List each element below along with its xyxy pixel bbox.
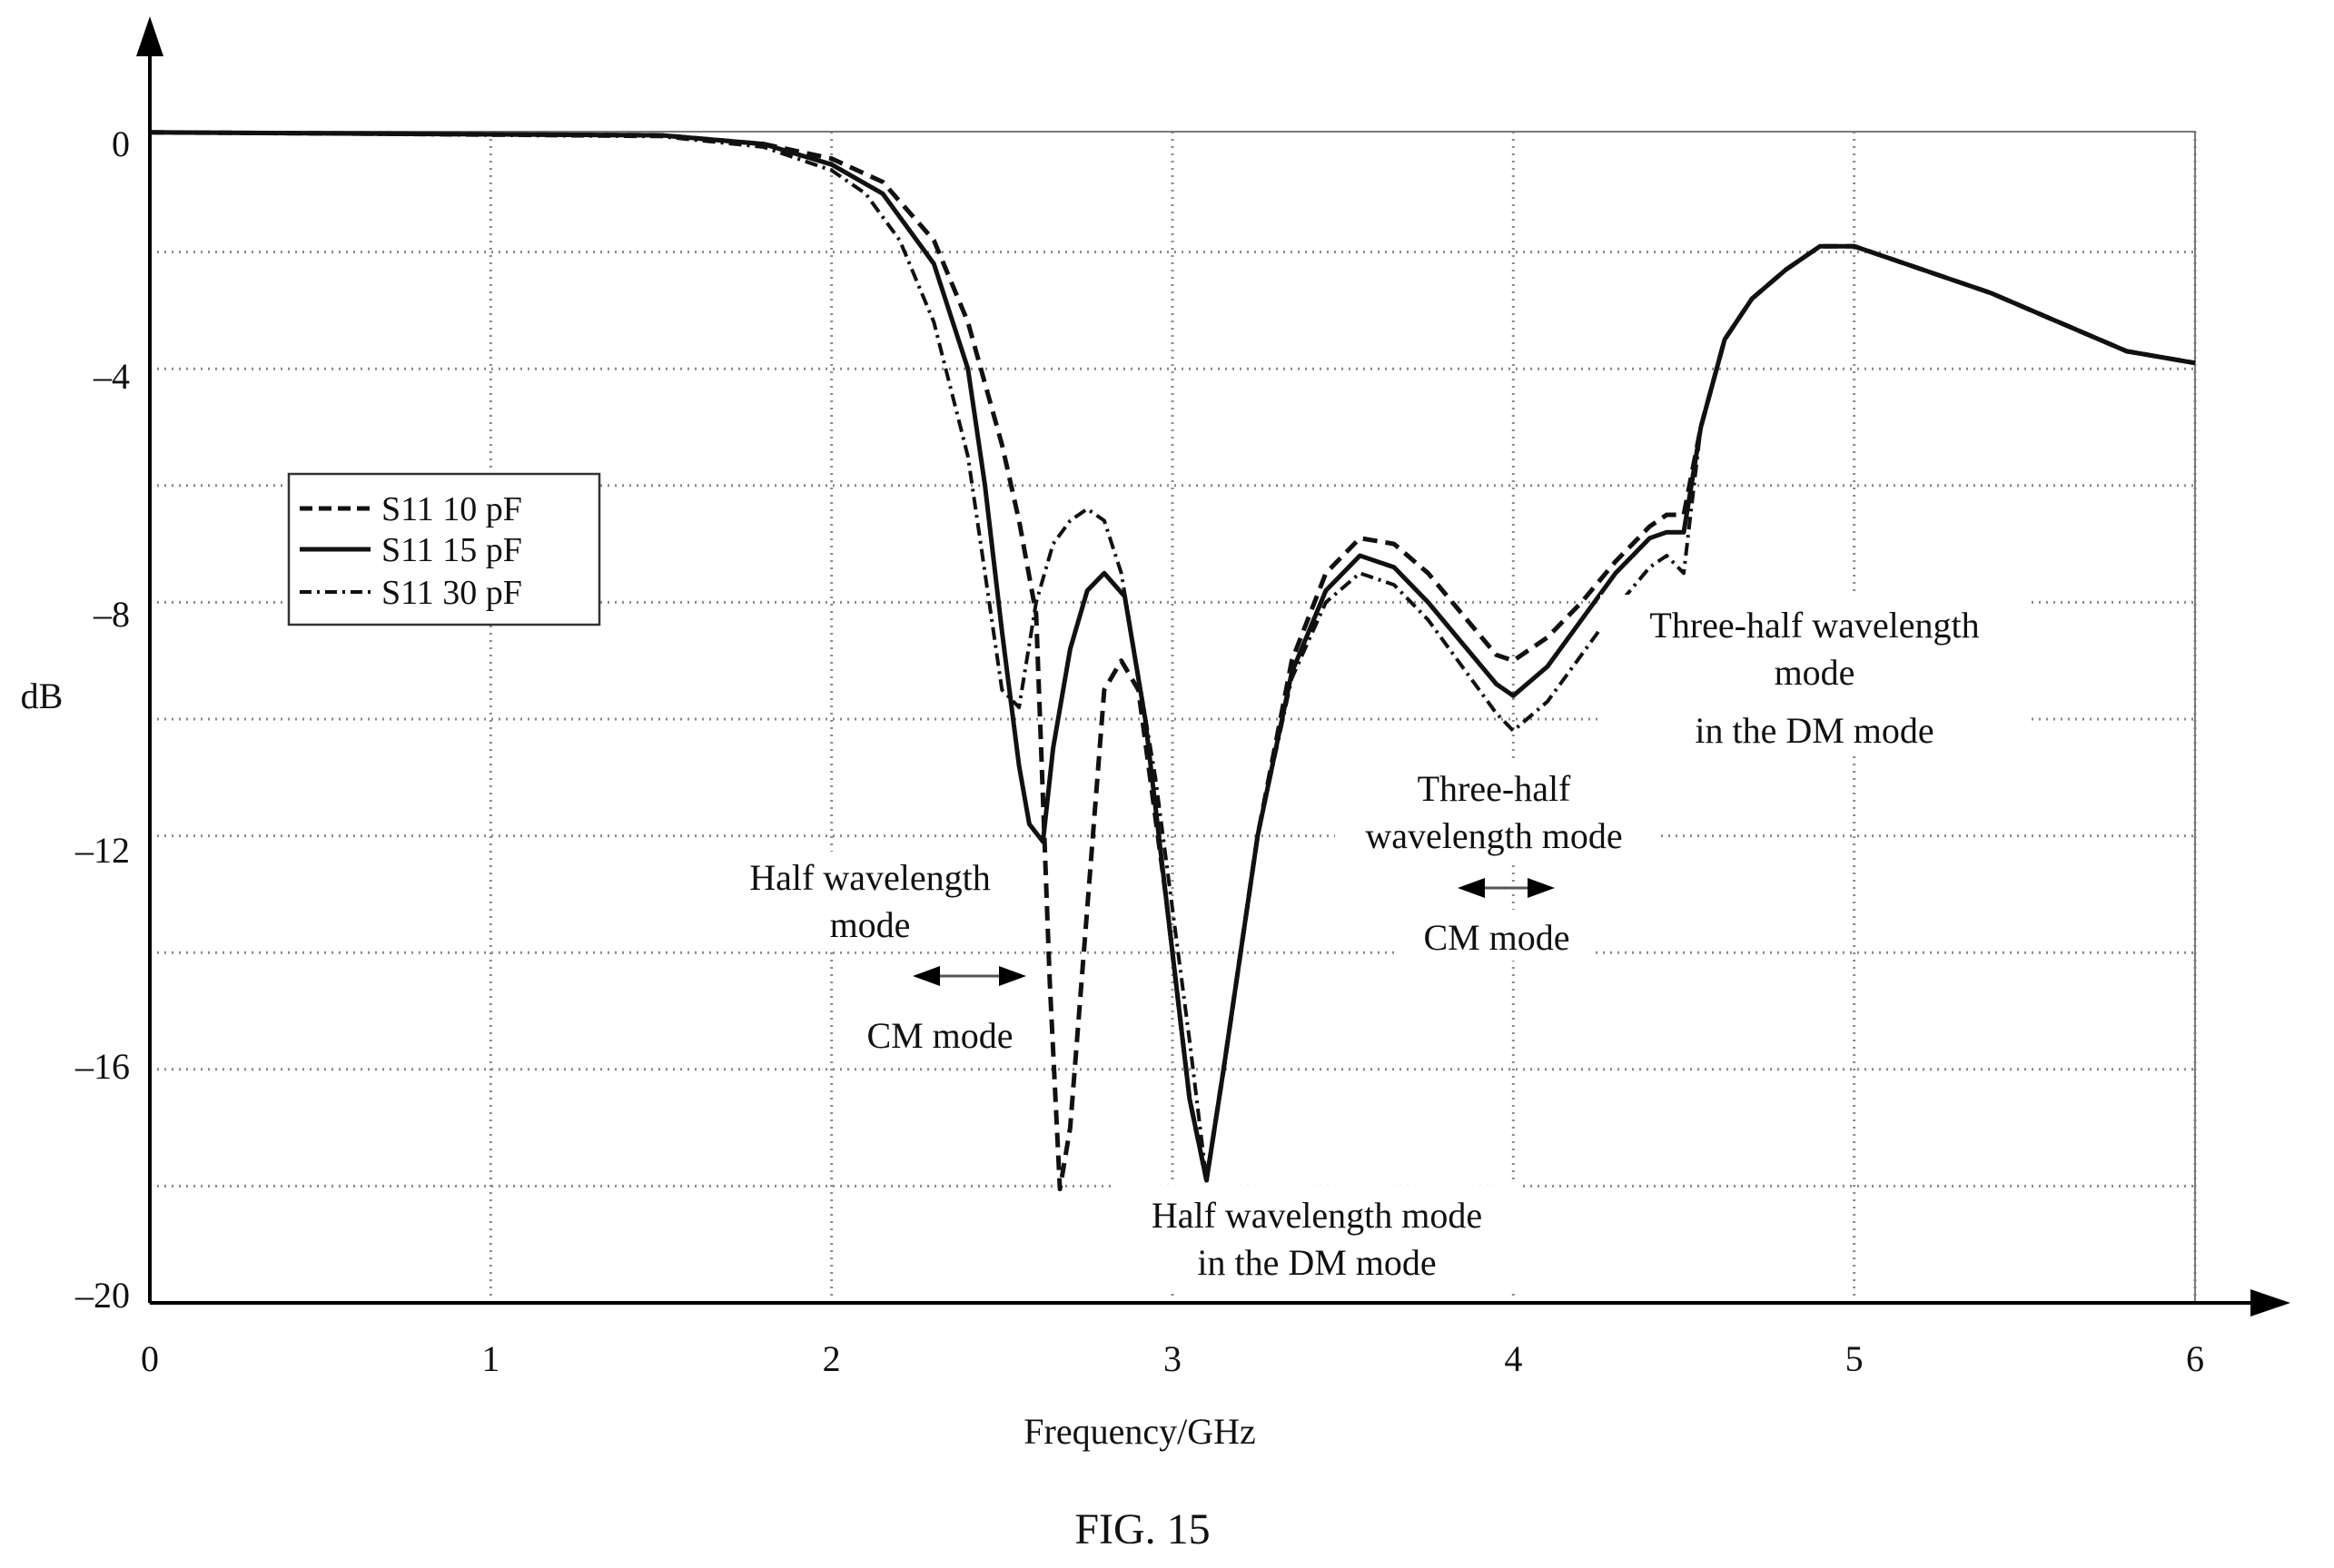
annotation-arrowhead-left <box>913 966 940 986</box>
y-axis-label: dB <box>21 676 64 716</box>
annotation-line: in the DM mode <box>1695 710 1933 751</box>
annotation-line: Half wavelength <box>749 857 990 898</box>
y-tick-label: –8 <box>93 594 130 635</box>
legend-box <box>287 472 601 626</box>
x-axis-arrowhead <box>2250 1289 2290 1317</box>
annotation-line: mode <box>830 904 911 945</box>
annotation-line: Three-half wavelength <box>1649 605 1979 646</box>
annotation-arrowhead-right <box>1528 878 1555 898</box>
x-tick-label: 2 <box>823 1338 841 1379</box>
x-tick-label: 0 <box>141 1338 159 1379</box>
series-layer <box>149 130 2196 1192</box>
annotation-line: CM mode <box>1423 917 1569 958</box>
figure-caption: FIG. 15 <box>1074 1505 1210 1553</box>
annotation-arrowhead-right <box>999 966 1026 986</box>
y-tick-label: –20 <box>74 1275 130 1316</box>
legend: S11 10 pF S11 15 pF S11 30 pF <box>287 472 601 626</box>
series-line-s11-15-pf <box>149 130 2196 1183</box>
legend-label-s11-10pf: S11 10 pF <box>381 490 522 528</box>
legend-label-s11-30pf: S11 30 pF <box>381 574 522 612</box>
annotation-line: CM mode <box>866 1015 1013 1056</box>
y-axis-arrowhead <box>136 16 163 56</box>
y-tick-label: –12 <box>74 830 130 871</box>
y-tick-label: 0 <box>112 123 130 164</box>
annotation-line: mode <box>1775 652 1855 693</box>
x-tick-label: 5 <box>1845 1338 1864 1379</box>
x-axis-label: Frequency/GHz <box>1024 1411 1255 1452</box>
y-tick-label: –4 <box>93 356 130 397</box>
y-tick-label: –16 <box>74 1046 130 1087</box>
annotation-line: wavelength mode <box>1365 815 1622 856</box>
tick-labels: 0 1 2 3 4 5 6 0 –4 –8 –12 –16 –20 <box>74 123 2204 1379</box>
x-tick-label: 4 <box>1504 1338 1522 1379</box>
annotation-line: in the DM mode <box>1197 1242 1436 1283</box>
x-tick-label: 1 <box>481 1338 499 1379</box>
annotation-line: Three-half <box>1418 768 1571 809</box>
x-tick-label: 3 <box>1163 1338 1182 1379</box>
annotation-line: Half wavelength mode <box>1152 1195 1482 1236</box>
x-tick-label: 6 <box>2186 1338 2204 1379</box>
legend-label-s11-15pf: S11 15 pF <box>381 531 522 569</box>
annotation-arrowhead-left <box>1458 878 1485 898</box>
annotation-half-wavelength-cm: Half wavelength mode CM mode <box>717 852 1035 1060</box>
annotation-half-wavelength-dm: Half wavelength mode in the DM mode <box>1113 1185 1521 1292</box>
series-line-s11-30-pf <box>149 130 2196 1182</box>
annotation-three-half-dm: Three-half wavelength mode in the DM mod… <box>1600 595 2027 756</box>
annotation-three-half-cm: Three-half wavelength mode CM mode <box>1335 763 1657 961</box>
